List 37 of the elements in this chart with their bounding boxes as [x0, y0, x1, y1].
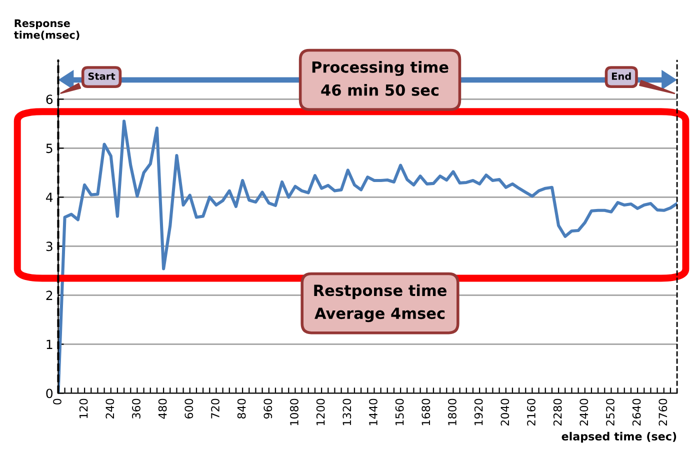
x-tick-label: 1440 [369, 398, 378, 426]
x-tick-label: 1920 [474, 398, 483, 426]
y-tick-label: 3 [46, 242, 52, 252]
x-tick-label: 2160 [527, 398, 536, 426]
annotation: Processing time 46 min 50 sec [312, 61, 448, 96]
x-tick-label: 960 [264, 398, 272, 419]
x-tick-label: 0 [53, 398, 62, 404]
x-tick-label: 480 [158, 398, 167, 419]
x-tick-label: 1560 [395, 398, 404, 426]
x-tick-label: 2040 [500, 398, 510, 426]
x-tick-label: 1080 [290, 398, 298, 426]
ref-line-label: End [612, 72, 631, 80]
y-tick-label: 1 [46, 340, 52, 349]
x-tick-label: 720 [211, 398, 220, 418]
x-tick-label: 1680 [422, 398, 430, 426]
x-tick-label: 2760 [658, 398, 668, 426]
x-tick-label: 1800 [448, 398, 456, 426]
y-axis-title: Response time(msec) [14, 19, 80, 40]
x-tick-label: 1200 [316, 398, 325, 426]
x-axis-title: elapsed time (sec) [562, 432, 676, 443]
y-tick-label: 5 [46, 144, 52, 154]
y-tick-label: 6 [46, 94, 53, 104]
x-tick-label: 2400 [580, 398, 588, 426]
x-tick-label: 240 [106, 398, 114, 418]
x-tick-label: 2640 [632, 398, 641, 426]
y-tick-label: 4 [46, 192, 53, 202]
x-tick-label: 2520 [606, 398, 614, 426]
x-tick-label: 840 [237, 398, 246, 419]
x-tick-label: 600 [184, 398, 194, 419]
ref-line-label: Start [88, 72, 116, 80]
y-tick-label: 0 [46, 388, 53, 398]
x-tick-label: 360 [132, 398, 140, 418]
y-tick-label: 2 [46, 290, 52, 300]
x-tick-label: 2280 [553, 398, 562, 426]
annotation: Restponse time Average 4msec [314, 284, 446, 322]
x-tick-label: 1320 [342, 398, 352, 426]
x-tick-label: 120 [79, 398, 88, 418]
